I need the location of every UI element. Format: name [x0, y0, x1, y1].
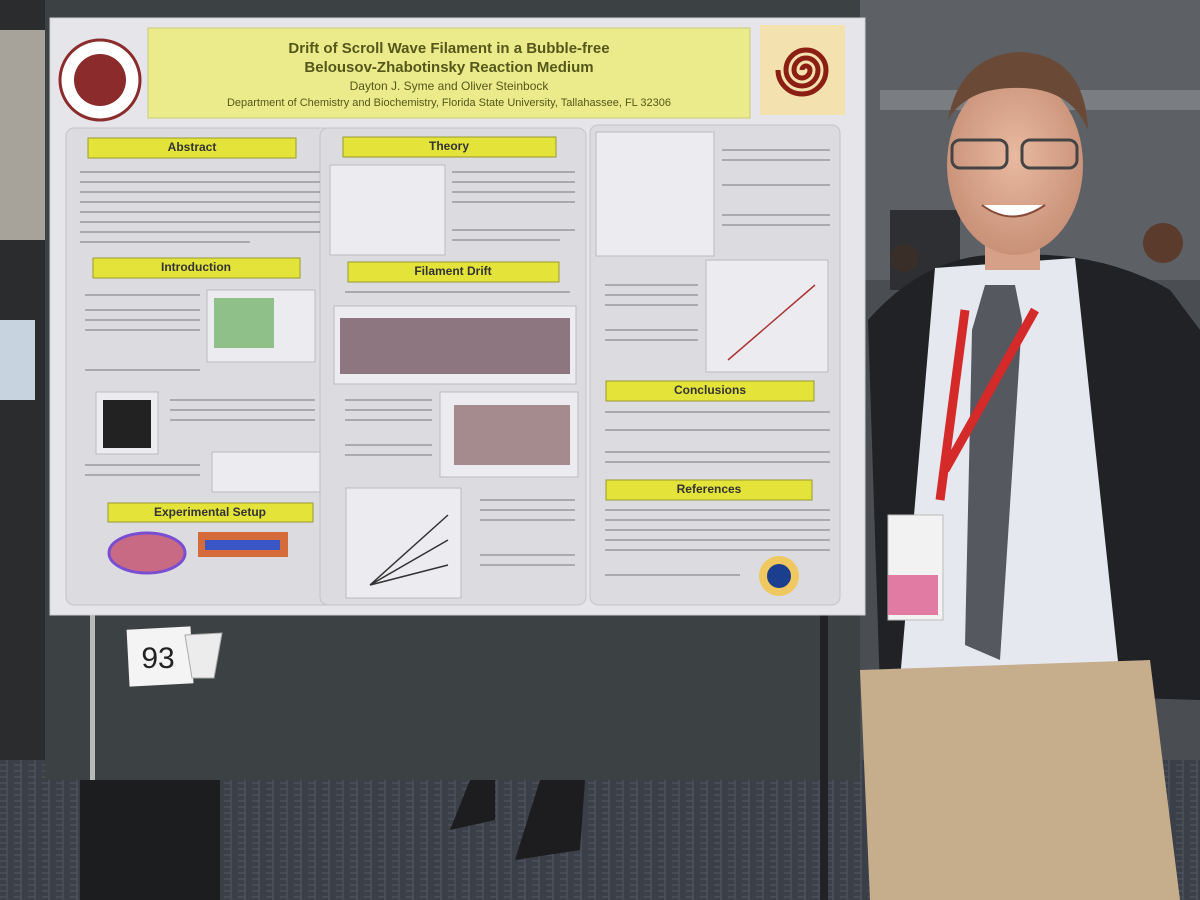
board-leg [820, 610, 828, 900]
board-number-card [126, 626, 194, 687]
section-heading: Abstract [168, 140, 217, 154]
board-number: 93 [141, 642, 174, 675]
hair [948, 52, 1088, 130]
fit-line [727, 284, 816, 361]
section-heading: Experimental Setup [154, 505, 266, 519]
figure-image [214, 298, 274, 348]
heading-bar [605, 380, 815, 402]
neighbour-poster [0, 30, 48, 240]
setup-layer [205, 540, 280, 550]
section-heading: Filament Drift [414, 264, 491, 278]
smile [981, 204, 1046, 218]
heading-bar [347, 261, 560, 283]
shadow-figure [80, 780, 220, 900]
plot-lines [369, 514, 449, 586]
figure-image [103, 400, 151, 448]
shoes [450, 780, 585, 860]
title-banner [147, 27, 751, 119]
background-person [1143, 223, 1183, 263]
glasses [950, 138, 1009, 170]
heading-bar [92, 257, 301, 279]
heading-bar [107, 502, 314, 523]
figure [705, 259, 829, 373]
section-heading: References [677, 482, 742, 496]
lanyard [935, 307, 1039, 501]
spiral [775, 47, 829, 97]
figure [595, 131, 715, 257]
equation-box [329, 164, 446, 256]
seal-center [74, 54, 126, 106]
trousers [860, 660, 1180, 900]
heading-bar [605, 479, 813, 501]
heading-bar [87, 137, 297, 159]
nsf-logo-center [767, 564, 791, 588]
tie [965, 285, 1022, 660]
section-heading: Conclusions [674, 383, 746, 397]
affiliation: Department of Chemistry and Biochemistry… [227, 97, 671, 109]
figure-image [454, 405, 570, 465]
heading-bar [342, 136, 557, 158]
cup [184, 632, 223, 679]
board-leg [90, 610, 95, 780]
filament-images [340, 318, 570, 374]
title-line: Belousov-Zhabotinsky Reaction Medium [304, 59, 593, 76]
section-heading: Theory [429, 139, 469, 153]
body-text [80, 149, 830, 576]
title-line: Drift of Scroll Wave Filament in a Bubbl… [288, 40, 609, 57]
badge-ribbon [888, 575, 938, 615]
setup-dish [107, 531, 187, 575]
glasses [1020, 138, 1079, 170]
neighbour-figure [0, 320, 35, 400]
figure [211, 451, 321, 493]
background-person [891, 244, 919, 272]
section-heading: Introduction [161, 260, 231, 274]
face [947, 75, 1083, 255]
authors: Dayton J. Syme and Oliver Steinbock [350, 79, 550, 93]
